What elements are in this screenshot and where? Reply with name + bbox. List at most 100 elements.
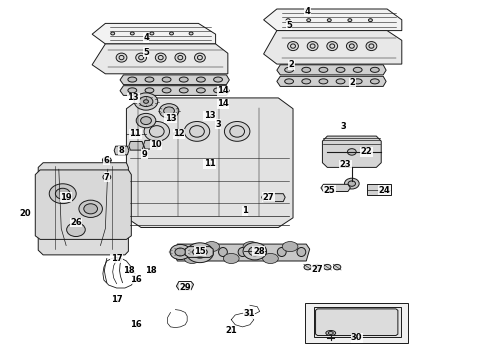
Text: 22: 22 (361, 148, 372, 157)
Ellipse shape (128, 77, 137, 82)
Text: 18: 18 (145, 266, 157, 275)
Text: 10: 10 (150, 140, 162, 149)
Text: 13: 13 (165, 114, 176, 123)
Ellipse shape (164, 107, 174, 115)
Ellipse shape (79, 200, 102, 217)
Ellipse shape (116, 53, 127, 62)
Ellipse shape (139, 96, 153, 107)
Ellipse shape (144, 122, 170, 141)
Polygon shape (185, 247, 213, 257)
Polygon shape (305, 303, 408, 343)
Polygon shape (316, 309, 398, 336)
Ellipse shape (348, 19, 352, 22)
Ellipse shape (197, 251, 203, 255)
Ellipse shape (67, 223, 85, 237)
Ellipse shape (366, 42, 377, 51)
Ellipse shape (304, 264, 312, 270)
Ellipse shape (249, 247, 261, 256)
Ellipse shape (282, 242, 298, 252)
Ellipse shape (348, 181, 355, 186)
Text: 14: 14 (217, 86, 229, 95)
Polygon shape (176, 282, 194, 290)
Polygon shape (277, 76, 386, 86)
Ellipse shape (370, 79, 379, 84)
Text: 27: 27 (263, 193, 274, 202)
Text: 26: 26 (70, 218, 82, 227)
Text: 8: 8 (119, 146, 124, 155)
Ellipse shape (307, 42, 318, 51)
Ellipse shape (195, 53, 205, 62)
Ellipse shape (134, 93, 158, 110)
Text: 4: 4 (305, 7, 311, 16)
Ellipse shape (187, 243, 214, 263)
Ellipse shape (159, 104, 179, 118)
Ellipse shape (258, 248, 267, 256)
Polygon shape (92, 44, 228, 74)
Ellipse shape (111, 32, 115, 35)
Text: 27: 27 (312, 265, 323, 274)
Text: 25: 25 (323, 186, 335, 195)
Polygon shape (144, 140, 158, 149)
Ellipse shape (288, 42, 298, 51)
Text: 6: 6 (104, 156, 110, 165)
Ellipse shape (141, 117, 151, 125)
Polygon shape (114, 146, 129, 155)
Text: 4: 4 (143, 33, 149, 42)
Ellipse shape (84, 204, 98, 214)
Ellipse shape (49, 184, 76, 204)
Ellipse shape (326, 330, 336, 336)
Ellipse shape (327, 19, 331, 22)
Text: 29: 29 (179, 283, 191, 292)
Ellipse shape (323, 264, 331, 270)
Ellipse shape (193, 248, 207, 256)
Text: 5: 5 (143, 48, 149, 57)
Ellipse shape (214, 77, 222, 82)
Text: 1: 1 (242, 206, 248, 215)
Ellipse shape (55, 188, 70, 199)
Ellipse shape (336, 67, 345, 72)
Ellipse shape (150, 32, 154, 35)
Text: 28: 28 (253, 247, 265, 256)
Ellipse shape (196, 77, 205, 82)
Polygon shape (314, 307, 401, 337)
Ellipse shape (333, 264, 341, 270)
Ellipse shape (243, 242, 259, 252)
Ellipse shape (179, 248, 188, 256)
Ellipse shape (285, 79, 294, 84)
Ellipse shape (184, 122, 210, 141)
Ellipse shape (189, 32, 193, 35)
Polygon shape (174, 244, 310, 261)
Ellipse shape (368, 19, 372, 22)
Ellipse shape (170, 244, 191, 260)
Ellipse shape (179, 77, 188, 82)
Ellipse shape (136, 113, 156, 128)
Text: 11: 11 (204, 159, 216, 168)
Text: 12: 12 (173, 130, 185, 139)
Ellipse shape (204, 242, 220, 252)
Text: 3: 3 (215, 120, 221, 129)
Text: 16: 16 (130, 274, 142, 284)
Ellipse shape (319, 79, 328, 84)
Ellipse shape (170, 32, 173, 35)
Ellipse shape (184, 253, 200, 264)
Ellipse shape (307, 19, 311, 22)
Ellipse shape (302, 79, 311, 84)
Ellipse shape (370, 67, 379, 72)
Text: 13: 13 (127, 94, 139, 103)
Polygon shape (92, 23, 216, 44)
Text: 2: 2 (289, 60, 294, 69)
Ellipse shape (155, 53, 166, 62)
Ellipse shape (145, 77, 154, 82)
Polygon shape (322, 136, 381, 167)
Ellipse shape (144, 100, 148, 103)
Text: 7: 7 (104, 173, 110, 182)
Polygon shape (120, 75, 229, 85)
Polygon shape (35, 170, 131, 239)
Ellipse shape (175, 53, 186, 62)
Ellipse shape (145, 88, 154, 93)
Text: 21: 21 (225, 326, 237, 335)
Ellipse shape (277, 248, 286, 256)
Text: 31: 31 (243, 310, 255, 319)
Ellipse shape (336, 79, 345, 84)
Ellipse shape (224, 122, 250, 141)
